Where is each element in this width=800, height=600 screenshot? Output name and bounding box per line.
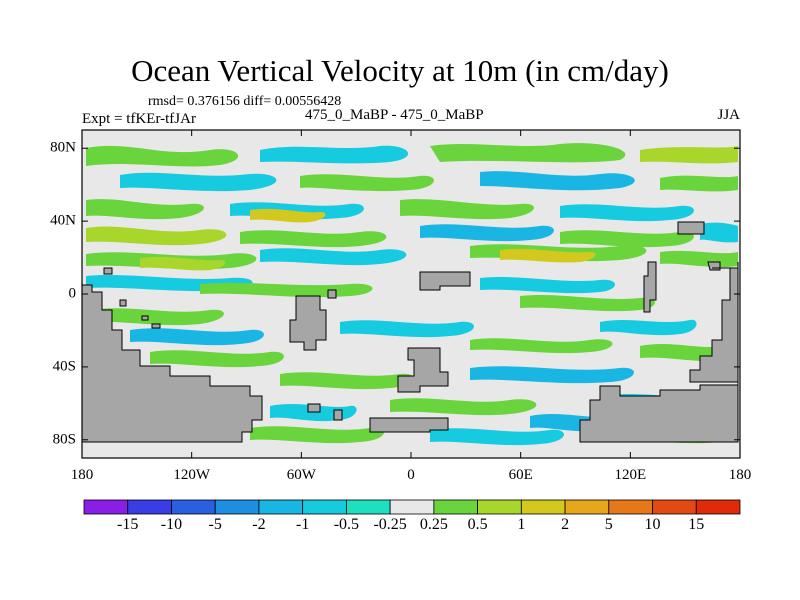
patch (660, 175, 738, 192)
patch (340, 320, 474, 338)
y-tick-label: 80S (52, 431, 76, 448)
patch (260, 248, 407, 266)
land-masses (81, 221, 739, 443)
y-tick-label: 80N (50, 139, 76, 156)
patch (500, 248, 596, 263)
stats-text: rmsd= 0.376156 diff= 0.00556428 (148, 94, 342, 109)
colorbar-label: 5 (604, 516, 613, 533)
patch (430, 428, 564, 446)
colorbar-swatch (695, 499, 741, 515)
land-island (289, 295, 327, 351)
land-island (151, 323, 161, 329)
colorbar-label: -5 (208, 516, 222, 533)
patch (86, 226, 227, 246)
colorbar-label: -15 (117, 516, 139, 533)
colorbar-label: 10 (644, 516, 661, 533)
land-island (327, 289, 337, 299)
patch (640, 146, 738, 164)
colorbar-swatch (127, 499, 172, 515)
patch (600, 319, 697, 336)
land-island (677, 221, 705, 235)
colorbar-swatch (520, 499, 566, 515)
x-tick-label: 0 (407, 467, 415, 483)
land-island (369, 417, 449, 433)
colorbar-label: -0.25 (373, 516, 407, 533)
land-east-coast (689, 267, 739, 383)
x-tick-label: 60W (286, 467, 316, 483)
colorbar-label: 15 (688, 516, 705, 533)
colorbar-swatch (302, 499, 347, 515)
colorbar-label: 2 (561, 516, 570, 533)
patch (560, 204, 694, 222)
land-island (119, 299, 127, 307)
colorbar-label: 0.25 (419, 516, 448, 533)
colorbar-swatch (214, 499, 260, 515)
colorbar-label: -10 (160, 516, 183, 533)
patch (470, 338, 613, 354)
patch (430, 143, 626, 163)
land-island (307, 403, 321, 413)
patch (400, 199, 534, 220)
period-label: 475_0_MaBP - 475_0_MaBP (305, 107, 484, 123)
patch (480, 171, 635, 191)
colorbar-swatch (389, 499, 435, 515)
patch (520, 295, 655, 312)
colorbar-swatch (652, 499, 697, 515)
y-tick-label: 40N (50, 212, 76, 229)
y-tick-label: 0 (68, 285, 77, 302)
patch (240, 230, 387, 248)
colorbar-swatch (477, 499, 522, 515)
colorbar-label: -0.5 (333, 516, 360, 533)
land-island (419, 271, 471, 291)
patch (120, 172, 277, 192)
colorbar (83, 499, 741, 515)
patch (86, 199, 204, 220)
patch (90, 308, 224, 326)
patch (250, 208, 326, 223)
plot-title: Ocean Vertical Velocity at 10m (in cm/da… (131, 53, 669, 88)
patch (420, 224, 554, 242)
colorbar-swatch (171, 499, 216, 515)
tick-marks (81, 130, 741, 458)
x-tick-label: 180 (70, 467, 94, 483)
patch (140, 256, 226, 271)
patch (300, 174, 434, 192)
patch (560, 230, 694, 248)
colorbar-swatch (345, 499, 391, 515)
colorbar-label: 1 (517, 516, 526, 533)
x-tick-label: 180 (728, 467, 752, 483)
patch (150, 350, 284, 368)
land-island (333, 409, 343, 421)
patch (700, 222, 738, 243)
colorbar-swatch (258, 499, 304, 515)
patch (260, 145, 409, 164)
patch (130, 328, 264, 346)
land-island (103, 267, 113, 275)
land-island (397, 347, 449, 393)
land-island (141, 315, 149, 321)
patch (280, 372, 414, 390)
colorbar-swatch (608, 499, 653, 515)
colorbar-label: 0.5 (467, 516, 488, 533)
land-east (579, 261, 739, 443)
patch (250, 426, 384, 444)
land-island (643, 261, 657, 313)
colorbar-swatch (564, 499, 610, 515)
colorbar-label: -1 (295, 516, 310, 533)
patch (470, 366, 634, 384)
x-tick-label: 120E (614, 467, 647, 483)
colorbar-swatch (433, 499, 479, 515)
colorbar-label: -2 (252, 516, 266, 533)
land-west (81, 284, 263, 443)
patch (390, 398, 537, 416)
patch (86, 145, 239, 167)
experiment-label: Expt = tfKEr-tfJAr (82, 111, 196, 127)
patch (480, 277, 615, 294)
x-tick-label: 120W (173, 467, 210, 483)
season-label: JJA (717, 107, 740, 123)
colorbar-swatch (83, 499, 129, 515)
y-tick-label: 40S (52, 358, 76, 375)
x-tick-label: 60E (508, 467, 533, 483)
